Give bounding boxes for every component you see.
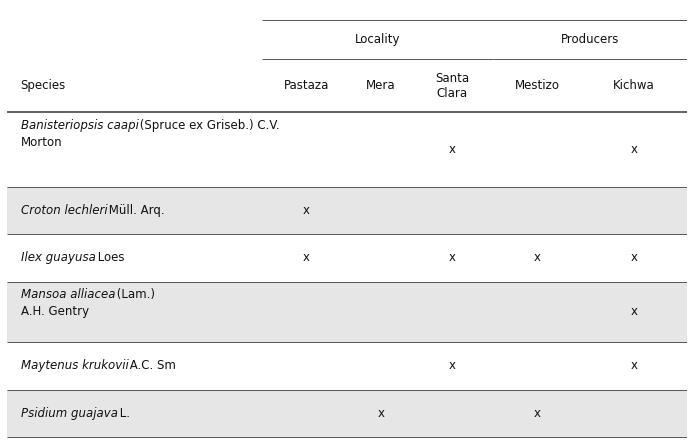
Text: Banisteriopsis caapi: Banisteriopsis caapi	[21, 119, 138, 132]
Text: x: x	[303, 251, 310, 264]
Text: L.: L.	[116, 407, 130, 420]
Text: x: x	[449, 143, 456, 156]
Bar	[7, 187, 687, 234]
Text: Morton: Morton	[21, 136, 62, 149]
Text: Santa
Clara: Santa Clara	[435, 72, 469, 100]
Text: (Spruce ex Griseb.) C.V.: (Spruce ex Griseb.) C.V.	[136, 119, 280, 132]
Text: x: x	[631, 305, 638, 319]
Text: A.H. Gentry: A.H. Gentry	[21, 306, 89, 319]
Text: Maytenus krukovii: Maytenus krukovii	[21, 359, 128, 372]
Text: Mansoa alliacea: Mansoa alliacea	[21, 288, 115, 301]
Text: Psidium guajava: Psidium guajava	[21, 407, 117, 420]
Text: Kichwa: Kichwa	[613, 79, 655, 92]
Text: Mestizo: Mestizo	[515, 79, 560, 92]
Text: Mera: Mera	[366, 79, 396, 92]
Text: x: x	[631, 251, 638, 264]
Text: (Lam.): (Lam.)	[113, 288, 155, 301]
Text: Locality: Locality	[355, 33, 400, 46]
Text: Loes: Loes	[94, 251, 124, 264]
Text: Croton lechleri: Croton lechleri	[21, 204, 107, 217]
Bar	[7, 281, 687, 342]
Text: A.C. Sm: A.C. Sm	[126, 359, 176, 372]
Text: x: x	[303, 204, 310, 217]
Text: x: x	[631, 143, 638, 156]
Text: x: x	[534, 251, 541, 264]
Text: x: x	[631, 359, 638, 372]
Text: Species: Species	[21, 79, 66, 92]
Text: x: x	[378, 407, 384, 420]
Text: x: x	[449, 251, 456, 264]
Text: Producers: Producers	[561, 33, 619, 46]
Text: x: x	[534, 407, 541, 420]
Text: Müll. Arq.: Müll. Arq.	[105, 204, 165, 217]
Text: Ilex guayusa: Ilex guayusa	[21, 251, 95, 264]
Text: Pastaza: Pastaza	[284, 79, 329, 92]
Text: x: x	[449, 359, 456, 372]
Bar	[7, 389, 687, 437]
